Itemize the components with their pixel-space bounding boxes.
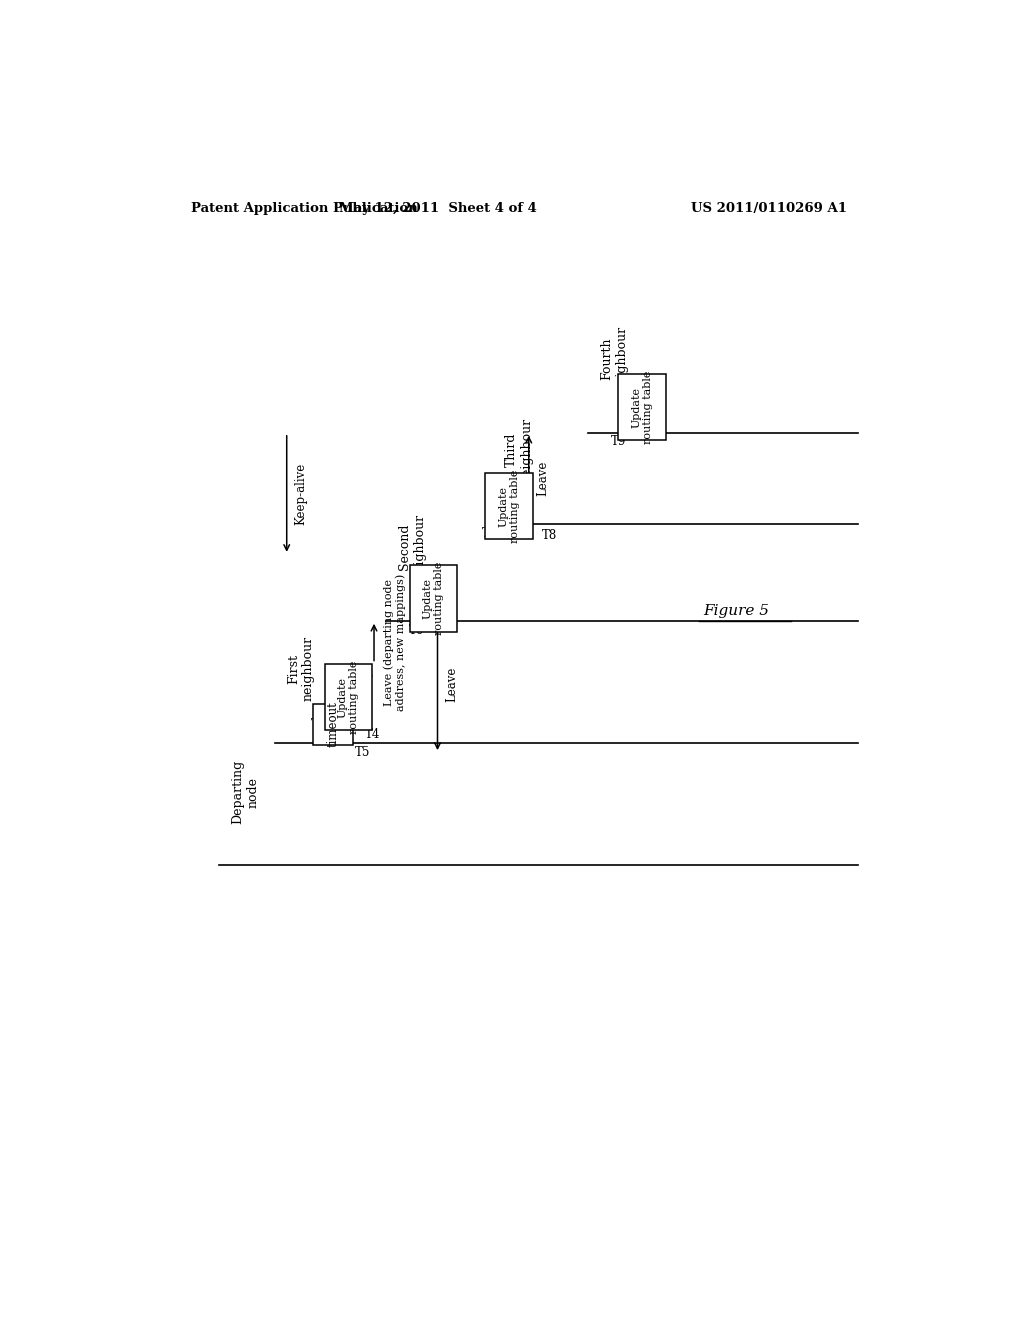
Text: Third
neighbour: Third neighbour	[505, 417, 534, 483]
Text: T8: T8	[542, 529, 557, 543]
Text: Leave (departing node
address, new mappings): Leave (departing node address, new mappi…	[383, 574, 407, 711]
Text: Second
neighbour: Second neighbour	[398, 513, 426, 579]
Text: Keep-alive: Keep-alive	[295, 463, 307, 525]
Bar	[313, 704, 352, 744]
Text: Patent Application Publication: Patent Application Publication	[191, 202, 418, 215]
Text: T6: T6	[409, 623, 424, 636]
Text: May 12, 2011  Sheet 4 of 4: May 12, 2011 Sheet 4 of 4	[339, 202, 537, 215]
Text: T5: T5	[354, 747, 370, 759]
Bar	[485, 473, 532, 539]
Text: T1: T1	[311, 718, 326, 731]
Text: T4: T4	[365, 729, 380, 742]
Text: First
neighbour: First neighbour	[287, 636, 315, 701]
Text: Departing
node: Departing node	[231, 760, 259, 824]
Text: Update
routing table: Update routing table	[338, 660, 359, 734]
Text: Leave: Leave	[537, 461, 550, 496]
Text: Figure 5: Figure 5	[703, 603, 769, 618]
Text: Update
routing table: Update routing table	[632, 371, 653, 444]
Text: Leave: Leave	[445, 667, 459, 701]
Text: T3: T3	[358, 669, 374, 682]
Bar	[325, 664, 373, 730]
Bar	[618, 375, 666, 441]
Text: Fourth
neighbour: Fourth neighbour	[600, 326, 629, 391]
Text: US 2011/0110269 A1: US 2011/0110269 A1	[691, 202, 848, 215]
Bar	[410, 565, 458, 631]
Text: Update
routing table: Update routing table	[498, 470, 520, 543]
Text: T9: T9	[610, 436, 626, 449]
Text: Update
routing table: Update routing table	[423, 562, 444, 635]
Text: T2: T2	[345, 711, 360, 725]
Text: timeout: timeout	[327, 702, 339, 747]
Text: T7: T7	[482, 527, 498, 540]
